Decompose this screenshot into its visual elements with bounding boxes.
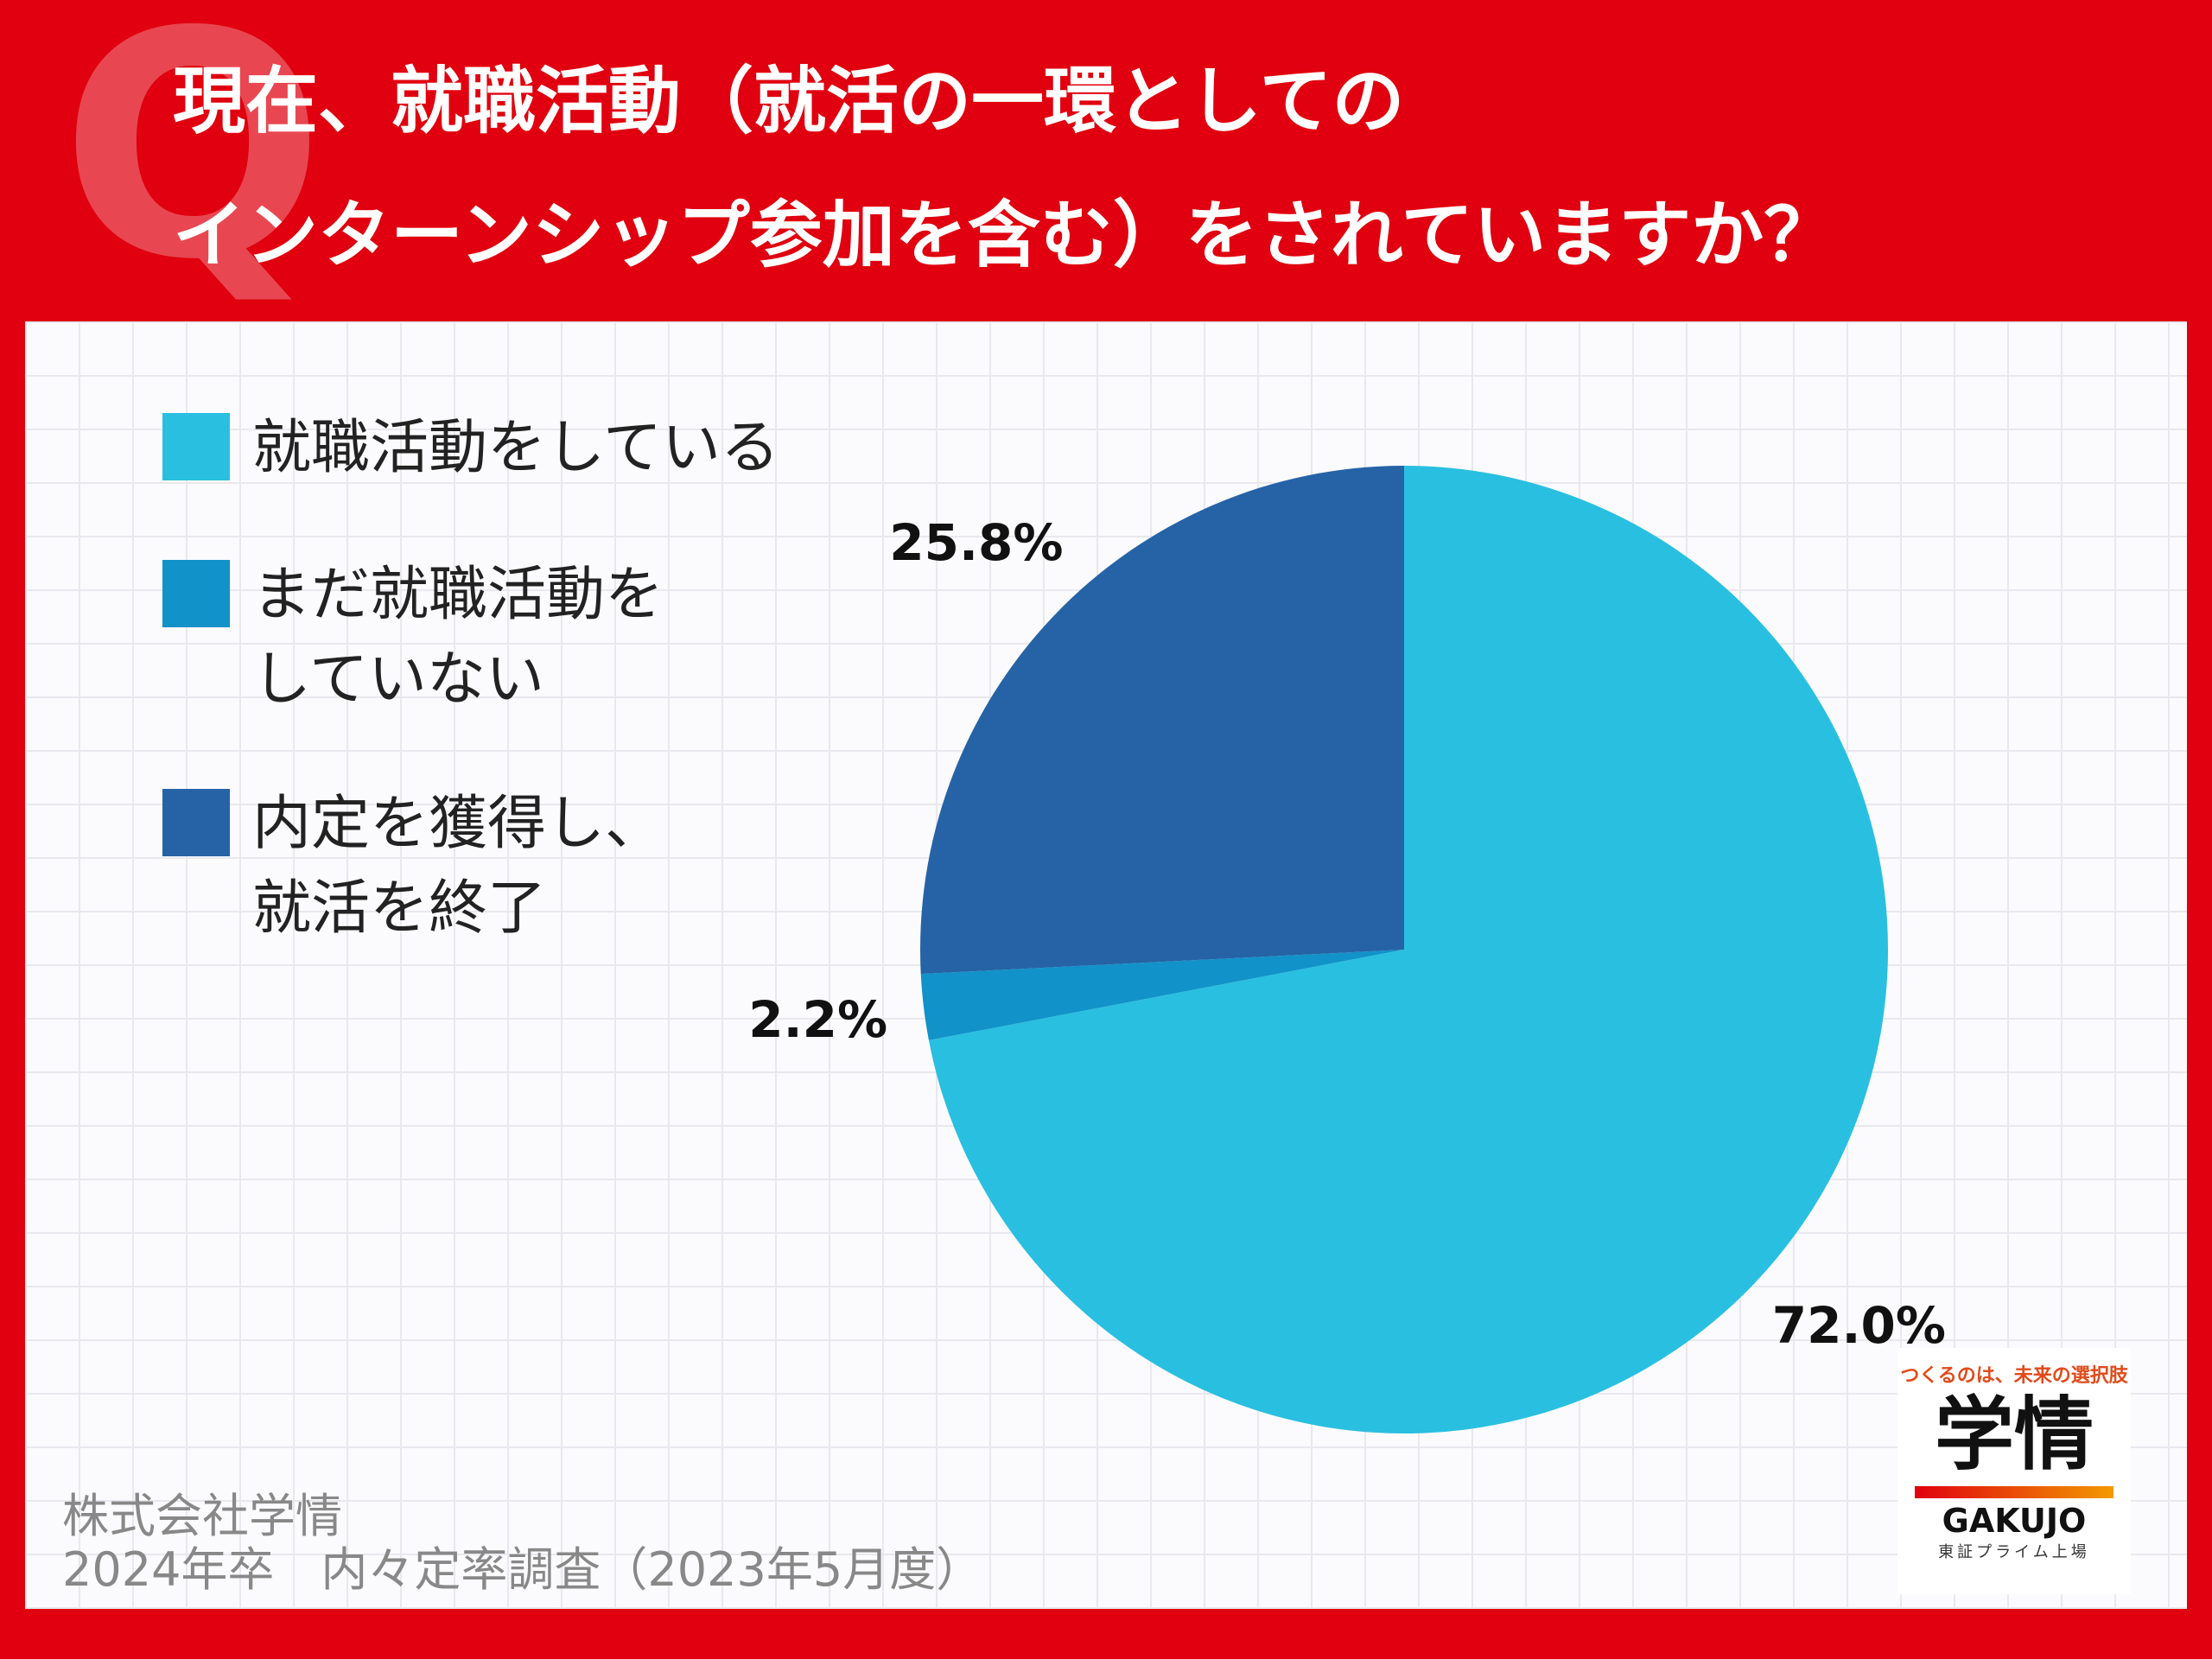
legend-swatch — [162, 560, 230, 627]
legend-item: 内定を獲得し、 就活を終了 — [162, 782, 664, 951]
value-label: 25.8% — [889, 513, 1064, 573]
footer-line: 株式会社学情 — [62, 1489, 342, 1543]
value-label: 2.2% — [748, 990, 888, 1050]
value-label: 72.0% — [1771, 1296, 1947, 1356]
legend-item: 就職活動をしている — [162, 406, 779, 491]
logo-name: 学情 — [1934, 1389, 2094, 1481]
logo-tagline: つくるのは、未来の選択肢 — [1900, 1365, 2128, 1387]
logo-roman: GAKUJO — [1942, 1502, 2087, 1540]
footer-line: 2024年卒 内々定率調査（2023年5月度） — [62, 1542, 983, 1597]
legend-item: まだ就職活動を していない — [162, 553, 664, 722]
legend-swatch — [162, 413, 230, 480]
pie-slice — [920, 466, 1404, 975]
pie-slice — [920, 950, 1404, 1040]
logo: つくるのは、未来の選択肢 学情 GAKUJO 東証プライム上場 — [1897, 1348, 2131, 1594]
logo-bar — [1915, 1486, 2113, 1498]
logo-note: 東証プライム上場 — [1938, 1543, 2090, 1561]
chart-title: 現在、就職活動（就活の一環としての インターンシップ参加を含む）をされていますか… — [173, 59, 1837, 277]
badge: Q — [60, 0, 326, 327]
legend-label: 内定を獲得し、 就活を終了 — [252, 790, 664, 943]
legend-swatch — [162, 789, 230, 856]
pie-slice — [928, 466, 1888, 1434]
legend-label: まだ就職活動を していない — [252, 561, 664, 714]
legend-label: 就職活動をしている — [252, 414, 779, 482]
